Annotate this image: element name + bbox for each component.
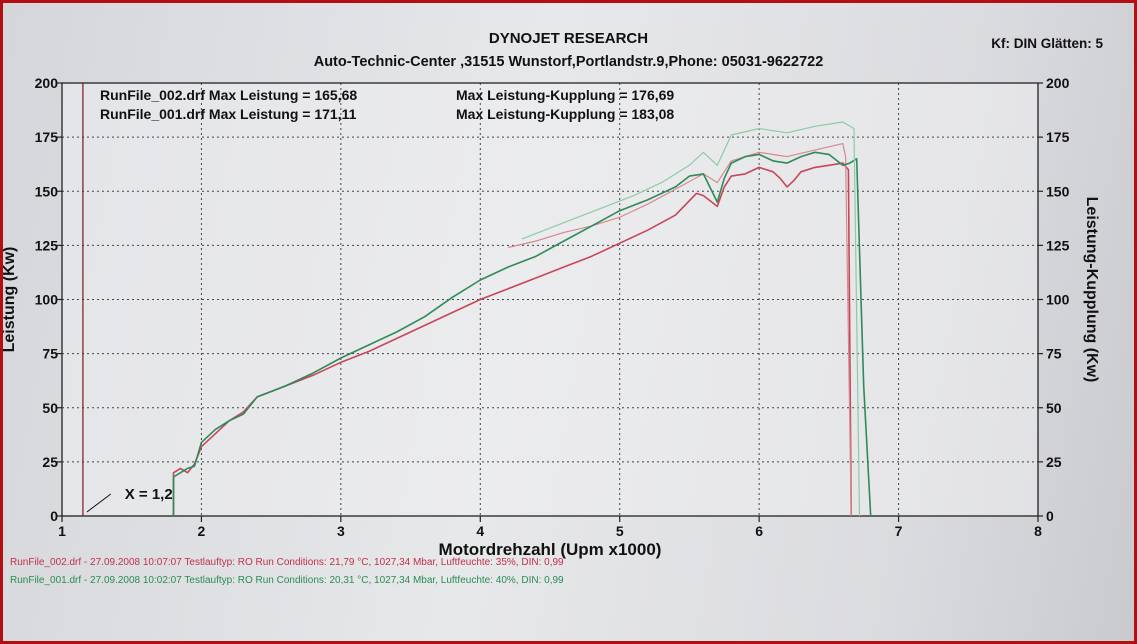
- x-tick-label: 5: [616, 523, 624, 539]
- x-axis-label: Motordrehzahl (Upm x1000): [439, 540, 662, 559]
- annotation-leader: [86, 493, 112, 513]
- run-conditions-002: RunFile_002.drf - 27.09.2008 10:07:07 Te…: [10, 557, 564, 568]
- summary-max-leistung: RunFile_002.drf Max Leistung = 165,68: [100, 87, 357, 103]
- x-tick-label: 7: [895, 523, 903, 539]
- annotation-label: X = 1,2: [125, 486, 173, 503]
- x-tick-label: 1: [58, 523, 66, 539]
- y-tick-label: 125: [35, 237, 59, 253]
- y2-tick-label: 75: [1046, 346, 1062, 362]
- y-tick-label: 75: [42, 346, 58, 362]
- y-tick-label: 150: [35, 183, 59, 199]
- chart-title: DYNOJET RESEARCH: [488, 30, 649, 47]
- chart-subtitle: Auto-Technic-Center ,31515 Wunstorf,Port…: [313, 54, 824, 70]
- x-tick-label: 8: [1034, 523, 1042, 539]
- y2-tick-label: 100: [1046, 292, 1070, 308]
- y2-tick-label: 200: [1046, 75, 1070, 91]
- run-conditions-001: RunFile_001.drf - 27.09.2008 10:02:07 Te…: [10, 575, 564, 586]
- y2-tick-label: 150: [1046, 183, 1070, 199]
- y-tick-label: 50: [42, 400, 58, 416]
- x-tick-label: 4: [476, 523, 484, 539]
- axes-layer: [57, 82, 1043, 522]
- y2-axis-label: Leistung-Kupplung (Kw): [1083, 197, 1100, 383]
- series-line-3: [521, 121, 861, 517]
- series-line-2: [172, 151, 872, 517]
- grid-layer: [62, 83, 1038, 516]
- x-tick-label: 6: [755, 523, 763, 539]
- y-axis-label: Leistung (Kw): [1, 247, 18, 353]
- y2-tick-label: 175: [1046, 129, 1070, 145]
- summary-max-leistung: RunFile_001.drf Max Leistung = 171,11: [100, 106, 357, 122]
- y2-tick-label: 125: [1046, 237, 1070, 253]
- y-tick-label: 100: [35, 292, 59, 308]
- y-tick-label: 25: [42, 454, 58, 470]
- y2-tick-label: 25: [1046, 454, 1062, 470]
- correction-settings: Kf: DIN Glätten: 5: [991, 36, 1103, 51]
- x-tick-label: 3: [337, 523, 345, 539]
- y-tick-label: 0: [50, 508, 58, 524]
- y2-tick-label: 0: [1046, 508, 1054, 524]
- series-line-1: [508, 143, 852, 517]
- y2-tick-label: 50: [1046, 400, 1062, 416]
- x-tick-label: 2: [198, 523, 206, 539]
- y-tick-label: 175: [35, 129, 59, 145]
- plot-background: [62, 83, 1038, 516]
- summary-max-kupplung: Max Leistung-Kupplung = 183,08: [456, 106, 674, 122]
- curves-layer: [172, 121, 872, 517]
- y-tick-label: 200: [35, 75, 59, 91]
- summary-max-kupplung: Max Leistung-Kupplung = 176,69: [456, 87, 674, 103]
